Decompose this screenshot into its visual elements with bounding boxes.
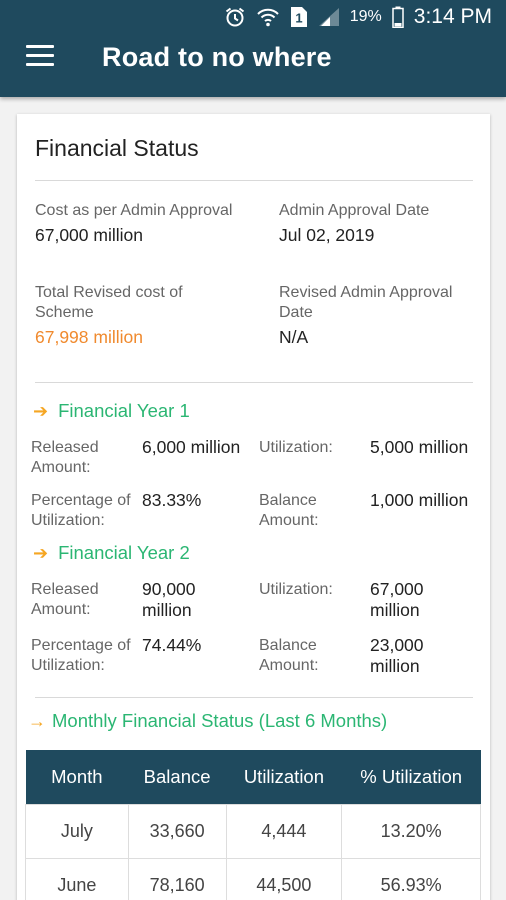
column-header-utilization: Utilization [226,750,342,804]
column-header-percent-utilization: % Utilization [341,750,481,804]
revised-cost-label-line2: Scheme [35,304,94,321]
utilization-cell: 4,444 [225,803,343,859]
wifi-icon [256,6,280,28]
released-amount-value: 6,000 million [142,437,241,457]
column-header-month: Month [25,750,129,804]
revised-cost-value: 67,998 million [35,327,143,347]
balance-amount-unit: million [370,656,420,676]
financial-year-1-title: Financial Year 1 [58,400,190,421]
arrow-right-icon: → [28,710,46,731]
alarm-icon [224,6,246,28]
balance-amount-value: 1,000 million [370,490,469,510]
percent-utilization-cell: 56.93% [341,857,481,900]
utilization-label: Utilization: [259,581,333,598]
battery-percentage: 19% [349,8,382,25]
utilization-unit: million [370,600,420,620]
arrow-right-icon: ➔ [33,400,49,421]
table-header-row: Month Balance Utilization % Utilization [25,750,481,804]
utilization-value: 67,000 [370,579,424,599]
revised-date-label-line1: Revised Admin Approval [279,284,453,301]
balance-amount-value: 23,000 [370,635,424,655]
column-header-balance: Balance [128,750,227,804]
table-row: July 33,660 4,444 13.20% [25,803,481,859]
utilization-value: 5,000 million [370,437,469,457]
utilization-label: Utilization: [259,439,333,456]
released-amount-label: Amount: [31,459,91,476]
released-amount-label: Amount: [31,601,91,618]
month-cell: June [25,857,129,900]
financial-year-2-header: ➔ Financial Year 2 [33,542,190,564]
revised-date-value: N/A [279,327,309,347]
revised-cost-label-line1: Total Revised cost of [35,284,183,301]
monthly-financial-table: Month Balance Utilization % Utilization … [25,750,481,900]
divider [35,697,473,698]
monthly-status-header: → Monthly Financial Status (Last 6 Month… [28,710,387,732]
released-amount-label: Released [31,439,99,456]
percentage-utilization-value: 74.44% [142,635,202,655]
divider [35,180,473,181]
battery-icon [392,6,404,28]
balance-amount-label: Amount: [259,512,319,529]
financial-status-title: Financial Status [35,135,199,161]
percent-utilization-cell: 13.20% [341,803,481,859]
percentage-utilization-label: Utilization: [31,657,105,674]
balance-cell: 78,160 [127,857,227,900]
balance-amount-label: Amount: [259,657,319,674]
financial-year-1-header: ➔ Financial Year 1 [33,400,190,422]
utilization-cell: 44,500 [225,857,343,900]
app-title: Road to no where [102,42,332,72]
cost-admin-value: 67,000 million [35,225,143,245]
percentage-utilization-label: Percentage of [31,637,131,654]
month-cell: July [25,803,129,859]
balance-amount-label: Balance [259,637,317,654]
percentage-utilization-label: Percentage of [31,492,131,509]
divider [35,382,473,383]
balance-cell: 33,660 [127,803,227,859]
revised-date-label-line2: Date [279,304,313,321]
sim-icon: 1 [290,6,308,28]
monthly-status-title: Monthly Financial Status (Last 6 Months) [52,710,388,731]
signal-icon [318,7,340,27]
status-bar: 1 19% 3:14 PM [224,0,492,34]
approval-date-value: Jul 02, 2019 [279,225,375,245]
released-amount-label: Released [31,581,99,598]
approval-date-label: Admin Approval Date [279,202,430,219]
released-amount-unit: million [142,600,192,620]
table-row: June 78,160 44,500 56.93% [25,857,481,900]
balance-amount-label: Balance [259,492,317,509]
percentage-utilization-label: Utilization: [31,512,105,529]
clock: 3:14 PM [413,5,492,28]
financial-year-2-title: Financial Year 2 [58,542,190,563]
app-bar: 1 19% 3:14 PM Road to no where [0,0,506,97]
financial-status-card: Financial Status Cost as per Admin Appro… [17,114,490,900]
arrow-right-icon: ➔ [33,542,49,563]
percentage-utilization-value: 83.33% [142,490,202,510]
cost-admin-label: Cost as per Admin Approval [35,202,233,219]
sim-label: 1 [295,11,302,26]
released-amount-value: 90,000 [142,579,196,599]
hamburger-menu-icon[interactable] [26,45,54,67]
